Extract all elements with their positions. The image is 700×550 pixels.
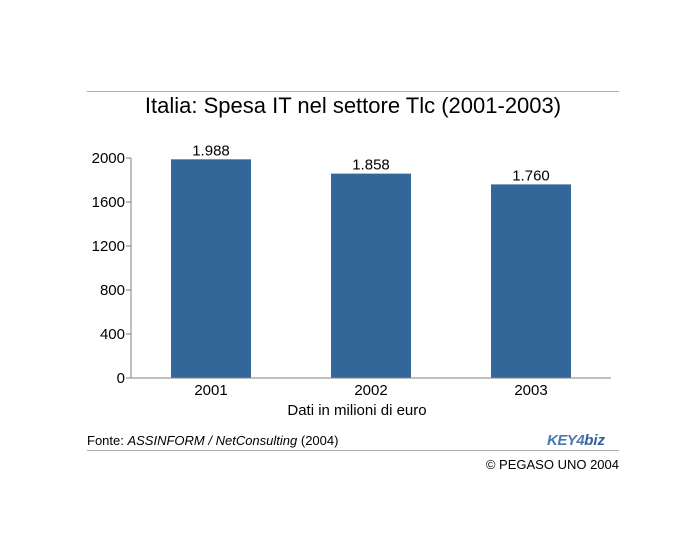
y-tick-label: 1200 [92,238,125,255]
logo-key-text: KEY4 [547,432,585,449]
bar-2001 [171,159,251,378]
x-tick-label: 2003 [514,382,547,399]
x-axis: 2001 2002 2003 [131,377,611,399]
y-tick-label: 0 [117,370,125,387]
data-label-2001: 1.988 [192,142,230,159]
source-year: (2004) [297,433,339,448]
data-label-2003: 1.760 [512,167,550,184]
y-tick-label: 400 [100,326,125,343]
bottom-divider [87,450,619,451]
key4biz-logo[interactable]: KEY4biz [547,431,621,451]
y-tick-label: 800 [100,282,125,299]
source-note: Fonte: ASSINFORM / NetConsulting (2004) [87,433,338,449]
y-tick-label: 1600 [92,194,125,211]
top-divider [87,91,619,92]
source-name: ASSINFORM / NetConsulting [127,433,298,448]
y-tick-label: 2000 [92,150,125,167]
bar-2002 [331,173,411,378]
copyright: © PEGASO UNO 2004 [485,457,619,472]
x-tick-label: 2002 [354,382,387,399]
data-label-2002: 1.858 [352,157,390,174]
bars [171,159,571,378]
source-prefix: Fonte: [87,433,128,448]
x-axis-title: Dati in milioni di euro [287,402,426,419]
bar-2003 [491,184,571,378]
y-axis: 0 400 800 1200 1600 2000 [92,150,132,387]
chart-title: Italia: Spesa IT nel settore Tlc (2001-2… [144,93,562,118]
x-tick-label: 2001 [194,382,227,399]
data-labels: 1.988 1.858 1.760 [192,142,550,184]
logo-biz-text: biz [584,432,606,449]
